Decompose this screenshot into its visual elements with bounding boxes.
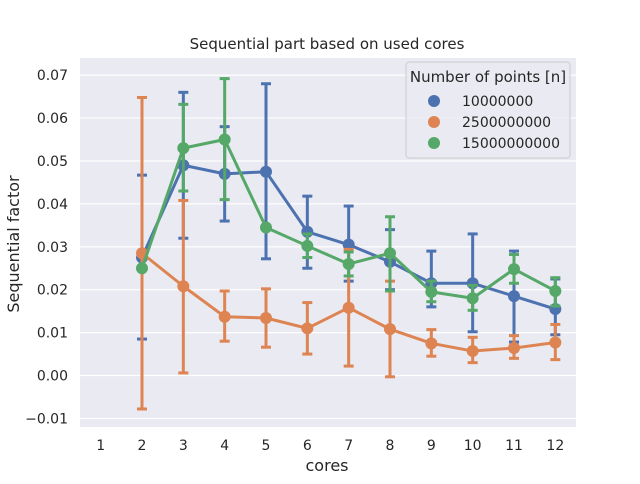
y-tick-label: 0.01 bbox=[37, 326, 68, 342]
legend-label: 2500000000 bbox=[462, 115, 551, 131]
data-point bbox=[177, 142, 190, 155]
x-tick-label: 4 bbox=[220, 438, 229, 454]
y-axis-label: Sequential factor bbox=[4, 175, 23, 313]
x-axis-ticks: 1 2 3 4 5 6 7 8 9 10 11 12 bbox=[96, 438, 564, 454]
chart-title: Sequential part based on used cores bbox=[190, 35, 465, 53]
data-point bbox=[301, 239, 314, 252]
x-tick-label: 7 bbox=[344, 438, 353, 454]
data-point bbox=[549, 336, 562, 349]
data-point bbox=[260, 221, 272, 234]
series-2500000000 bbox=[136, 95, 562, 411]
data-point bbox=[466, 292, 479, 305]
x-tick-label: 9 bbox=[427, 438, 436, 454]
legend: Number of points [n] 1000000025000000001… bbox=[405, 61, 571, 159]
x-tick-label: 1 bbox=[96, 438, 105, 454]
legend-marker bbox=[428, 95, 440, 107]
data-point bbox=[425, 285, 438, 298]
y-axis-ticks: −0.01 0.00 0.01 0.02 0.03 0.04 0.05 0.06 0.07 bbox=[25, 68, 68, 427]
series bbox=[136, 77, 562, 411]
series-15000000000 bbox=[136, 77, 562, 312]
y-tick-label: −0.01 bbox=[25, 411, 68, 427]
legend-title: Number of points [n] bbox=[410, 68, 566, 86]
data-point bbox=[301, 322, 314, 335]
data-point bbox=[508, 290, 520, 303]
y-tick-label: 0.07 bbox=[37, 68, 68, 84]
x-tick-label: 3 bbox=[179, 438, 188, 454]
legend-marker bbox=[428, 116, 440, 128]
x-axis-label: cores bbox=[306, 456, 349, 475]
x-tick-label: 6 bbox=[303, 438, 312, 454]
x-tick-label: 12 bbox=[546, 438, 564, 454]
y-tick-label: 0.00 bbox=[37, 369, 68, 385]
data-point bbox=[218, 133, 231, 146]
data-point bbox=[177, 280, 190, 293]
data-point bbox=[425, 337, 438, 350]
legend-label: 10000000 bbox=[462, 94, 533, 110]
y-tick-label: 0.05 bbox=[37, 154, 68, 170]
data-point bbox=[508, 263, 520, 276]
data-point bbox=[260, 312, 272, 325]
legend-entries: 10000000 2500000000 15000000000 bbox=[428, 94, 560, 152]
y-tick-label: 0.02 bbox=[37, 283, 68, 299]
x-tick-label: 11 bbox=[505, 438, 523, 454]
data-point bbox=[508, 342, 520, 355]
x-tick-label: 2 bbox=[138, 438, 147, 454]
data-point bbox=[342, 257, 355, 270]
x-tick-label: 10 bbox=[464, 438, 482, 454]
legend-box bbox=[405, 61, 571, 159]
x-tick-label: 5 bbox=[262, 438, 271, 454]
y-tick-label: 0.06 bbox=[37, 111, 68, 127]
data-point bbox=[384, 247, 396, 260]
data-point bbox=[549, 284, 562, 297]
data-point bbox=[342, 238, 355, 251]
data-point bbox=[342, 301, 355, 314]
data-point bbox=[466, 345, 479, 358]
data-point bbox=[136, 262, 148, 275]
x-tick-label: 8 bbox=[386, 438, 395, 454]
legend-label: 15000000000 bbox=[462, 136, 560, 152]
data-point bbox=[260, 165, 272, 178]
data-point bbox=[384, 323, 396, 336]
y-tick-label: 0.03 bbox=[37, 240, 68, 256]
legend-marker bbox=[428, 137, 440, 149]
data-point bbox=[218, 310, 231, 323]
y-tick-label: 0.04 bbox=[37, 197, 68, 213]
